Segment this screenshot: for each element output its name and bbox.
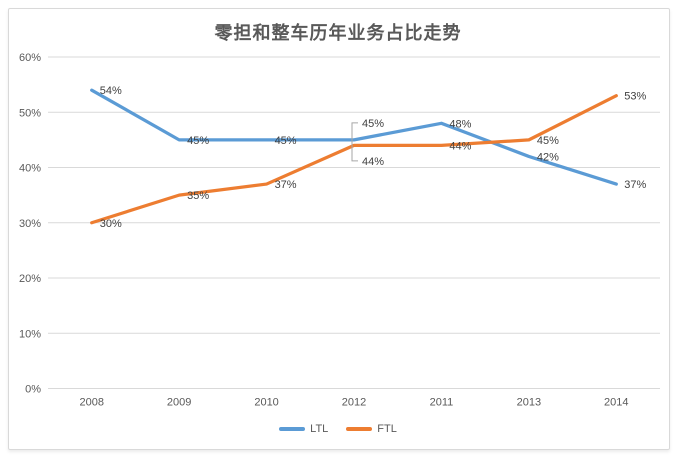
data-label-ltl: 48%	[449, 118, 471, 130]
x-tick-label: 2009	[167, 397, 191, 409]
ltl-line-swatch	[279, 427, 306, 431]
x-tick-label: 2013	[517, 397, 541, 409]
data-label-ftl: 44%	[449, 140, 471, 152]
data-label-ftl: 35%	[187, 190, 209, 202]
data-label-ftl: 30%	[100, 218, 122, 230]
y-tick-label: 20%	[19, 273, 41, 285]
data-label-ltl: 54%	[100, 85, 122, 97]
y-tick-label: 50%	[19, 107, 41, 119]
series-line-ftl	[90, 94, 618, 225]
legend-label-ftl: FTL	[377, 423, 397, 435]
data-label-ftl: 37%	[275, 179, 297, 191]
ftl-line-swatch	[346, 427, 373, 431]
x-tick-label: 2010	[254, 397, 278, 409]
callout-leader-line	[351, 122, 358, 162]
y-tick-label: 10%	[19, 328, 41, 340]
y-tick-label: 30%	[19, 218, 41, 230]
data-label-ftl: 44%	[362, 156, 384, 168]
data-label-ltl: 45%	[362, 118, 384, 130]
chart-legend: LTL FTL	[0, 423, 676, 435]
x-tick-label: 2012	[342, 397, 366, 409]
legend-item-ltl: LTL	[279, 423, 328, 435]
x-tick-label: 2014	[604, 397, 628, 409]
y-tick-label: 40%	[19, 163, 41, 175]
x-tick-label: 2011	[430, 397, 454, 409]
series-line-ltl	[90, 88, 618, 186]
legend-item-ftl: FTL	[346, 423, 397, 435]
data-label-ltl: 42%	[537, 151, 559, 163]
x-tick-label: 2008	[79, 397, 103, 409]
chart-title: 零担和整车历年业务占比走势	[214, 23, 462, 43]
data-label-ftl: 53%	[624, 91, 646, 103]
legend-label-ltl: LTL	[310, 423, 329, 435]
data-label-ltl: 37%	[624, 179, 646, 191]
data-label-ftl: 45%	[537, 135, 559, 147]
y-tick-label: 0%	[25, 384, 41, 396]
y-tick-label: 60%	[19, 52, 41, 64]
data-label-ltl: 45%	[187, 135, 209, 147]
data-label-ltl: 45%	[275, 135, 297, 147]
